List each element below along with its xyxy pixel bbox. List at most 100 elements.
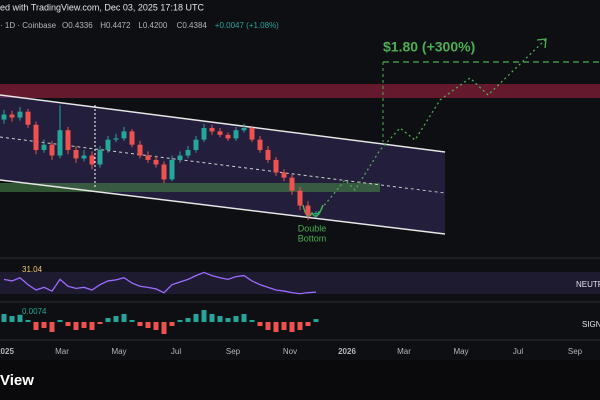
- macd-bar: [97, 322, 103, 324]
- candle-body: [41, 144, 47, 150]
- macd-bar: [209, 314, 215, 322]
- candle-body: [129, 131, 135, 145]
- candle-body: [217, 131, 223, 135]
- macd-bar: [113, 316, 119, 322]
- candle-body: [105, 139, 111, 150]
- x-tick-label: Mar: [397, 347, 411, 356]
- macd-bar: [177, 320, 183, 322]
- candle-body: [81, 155, 87, 159]
- macd-bar: [233, 316, 239, 322]
- ohlc-text: +0.0047 (+1.08%): [215, 21, 279, 30]
- resistance-zone: [0, 84, 600, 98]
- candle-body: [233, 130, 239, 139]
- x-tick-label: Sep: [568, 347, 583, 356]
- candle-body: [281, 172, 287, 178]
- candle-body: [65, 130, 71, 150]
- ohlc-text: O0.4336: [62, 21, 93, 30]
- macd-bar: [41, 322, 47, 328]
- macd-bar: [257, 322, 263, 326]
- macd-bar: [313, 319, 319, 322]
- candle-body: [49, 144, 55, 156]
- pattern-label: Bottom: [298, 233, 327, 243]
- macd-bar: [305, 322, 311, 326]
- x-tick-label: May: [111, 347, 126, 356]
- macd-bar: [169, 322, 175, 326]
- target-label: $1.80 (+300%): [383, 39, 475, 55]
- candle-body: [289, 177, 295, 191]
- macd-bar: [81, 322, 87, 328]
- macd-bar: [105, 318, 111, 322]
- candle-body: [305, 205, 311, 216]
- candle-body: [241, 128, 247, 131]
- candle-body: [177, 155, 183, 160]
- arrow-head: [536, 38, 547, 49]
- header: ed with TradingView.com, Dec 03, 2025 17…: [0, 2, 204, 12]
- macd-side-label: SIGN: [582, 320, 600, 329]
- ohlc-text: L0.4200: [138, 21, 167, 30]
- rsi-value: 31.04: [22, 265, 43, 274]
- ohlc-text: H0.4472: [100, 21, 131, 30]
- subheader: · 1D · Coinbase: [0, 21, 57, 30]
- macd-bar: [57, 320, 63, 322]
- macd-bar: [25, 320, 31, 322]
- candle-body: [201, 128, 207, 140]
- x-tick-label: 2026: [338, 347, 356, 356]
- footer-logo: View: [0, 372, 34, 389]
- support-zone: [0, 183, 380, 192]
- macd-bar: [185, 318, 191, 322]
- x-tick-label: Jul: [171, 347, 181, 356]
- macd-bar: [265, 322, 271, 330]
- macd-bar: [129, 320, 135, 322]
- candle-body: [33, 124, 39, 150]
- macd-bar: [49, 322, 55, 332]
- x-tick-label: Jul: [513, 347, 523, 356]
- candle-body: [137, 144, 143, 156]
- macd-bar: [89, 322, 95, 330]
- macd-bar: [297, 322, 303, 330]
- candle-body: [313, 212, 319, 215]
- candle-body: [145, 155, 151, 160]
- macd-bar: [289, 322, 295, 332]
- channel-mid: [0, 136, 446, 194]
- x-tick-label: Sep: [226, 347, 241, 356]
- candle-body: [193, 139, 199, 150]
- candle-body: [121, 131, 127, 139]
- macd-bar: [121, 314, 127, 322]
- macd-bar: [201, 310, 207, 322]
- candle-body: [169, 159, 175, 180]
- macd-bar: [281, 322, 287, 330]
- ohlc-text: C0.4384: [177, 21, 208, 30]
- x-tick-label: Mar: [55, 347, 69, 356]
- candle-body: [257, 139, 263, 150]
- candle-body: [73, 149, 79, 159]
- candle-body: [113, 138, 119, 140]
- macd-bar: [193, 314, 199, 322]
- candle-body: [249, 128, 255, 140]
- candle-body: [9, 114, 15, 118]
- macd-value: 0.0074: [22, 307, 47, 316]
- candle-body: [209, 128, 215, 132]
- candle-body: [265, 149, 271, 160]
- double-bottom: [302, 204, 324, 217]
- candle-body: [97, 149, 103, 165]
- candle-body: [161, 164, 167, 180]
- rsi-side-label: NEUTR: [576, 280, 600, 289]
- macd-bar: [153, 322, 159, 330]
- macd-bar: [17, 314, 23, 322]
- footer-bar: [0, 360, 600, 400]
- macd-bar: [9, 316, 15, 322]
- x-tick-label: May: [453, 347, 468, 356]
- pattern-label: Double: [298, 223, 327, 233]
- candle-body: [273, 159, 279, 173]
- macd-bar: [1, 314, 7, 322]
- macd-bar: [145, 322, 151, 328]
- channel-upper: [0, 94, 446, 153]
- x-tick-label: 2025: [0, 347, 14, 356]
- candle-body: [25, 111, 31, 125]
- candle-body: [89, 155, 95, 165]
- macd-bar: [217, 316, 223, 322]
- macd-bar: [137, 322, 143, 326]
- macd-bar: [249, 320, 255, 322]
- candle-body: [57, 130, 63, 156]
